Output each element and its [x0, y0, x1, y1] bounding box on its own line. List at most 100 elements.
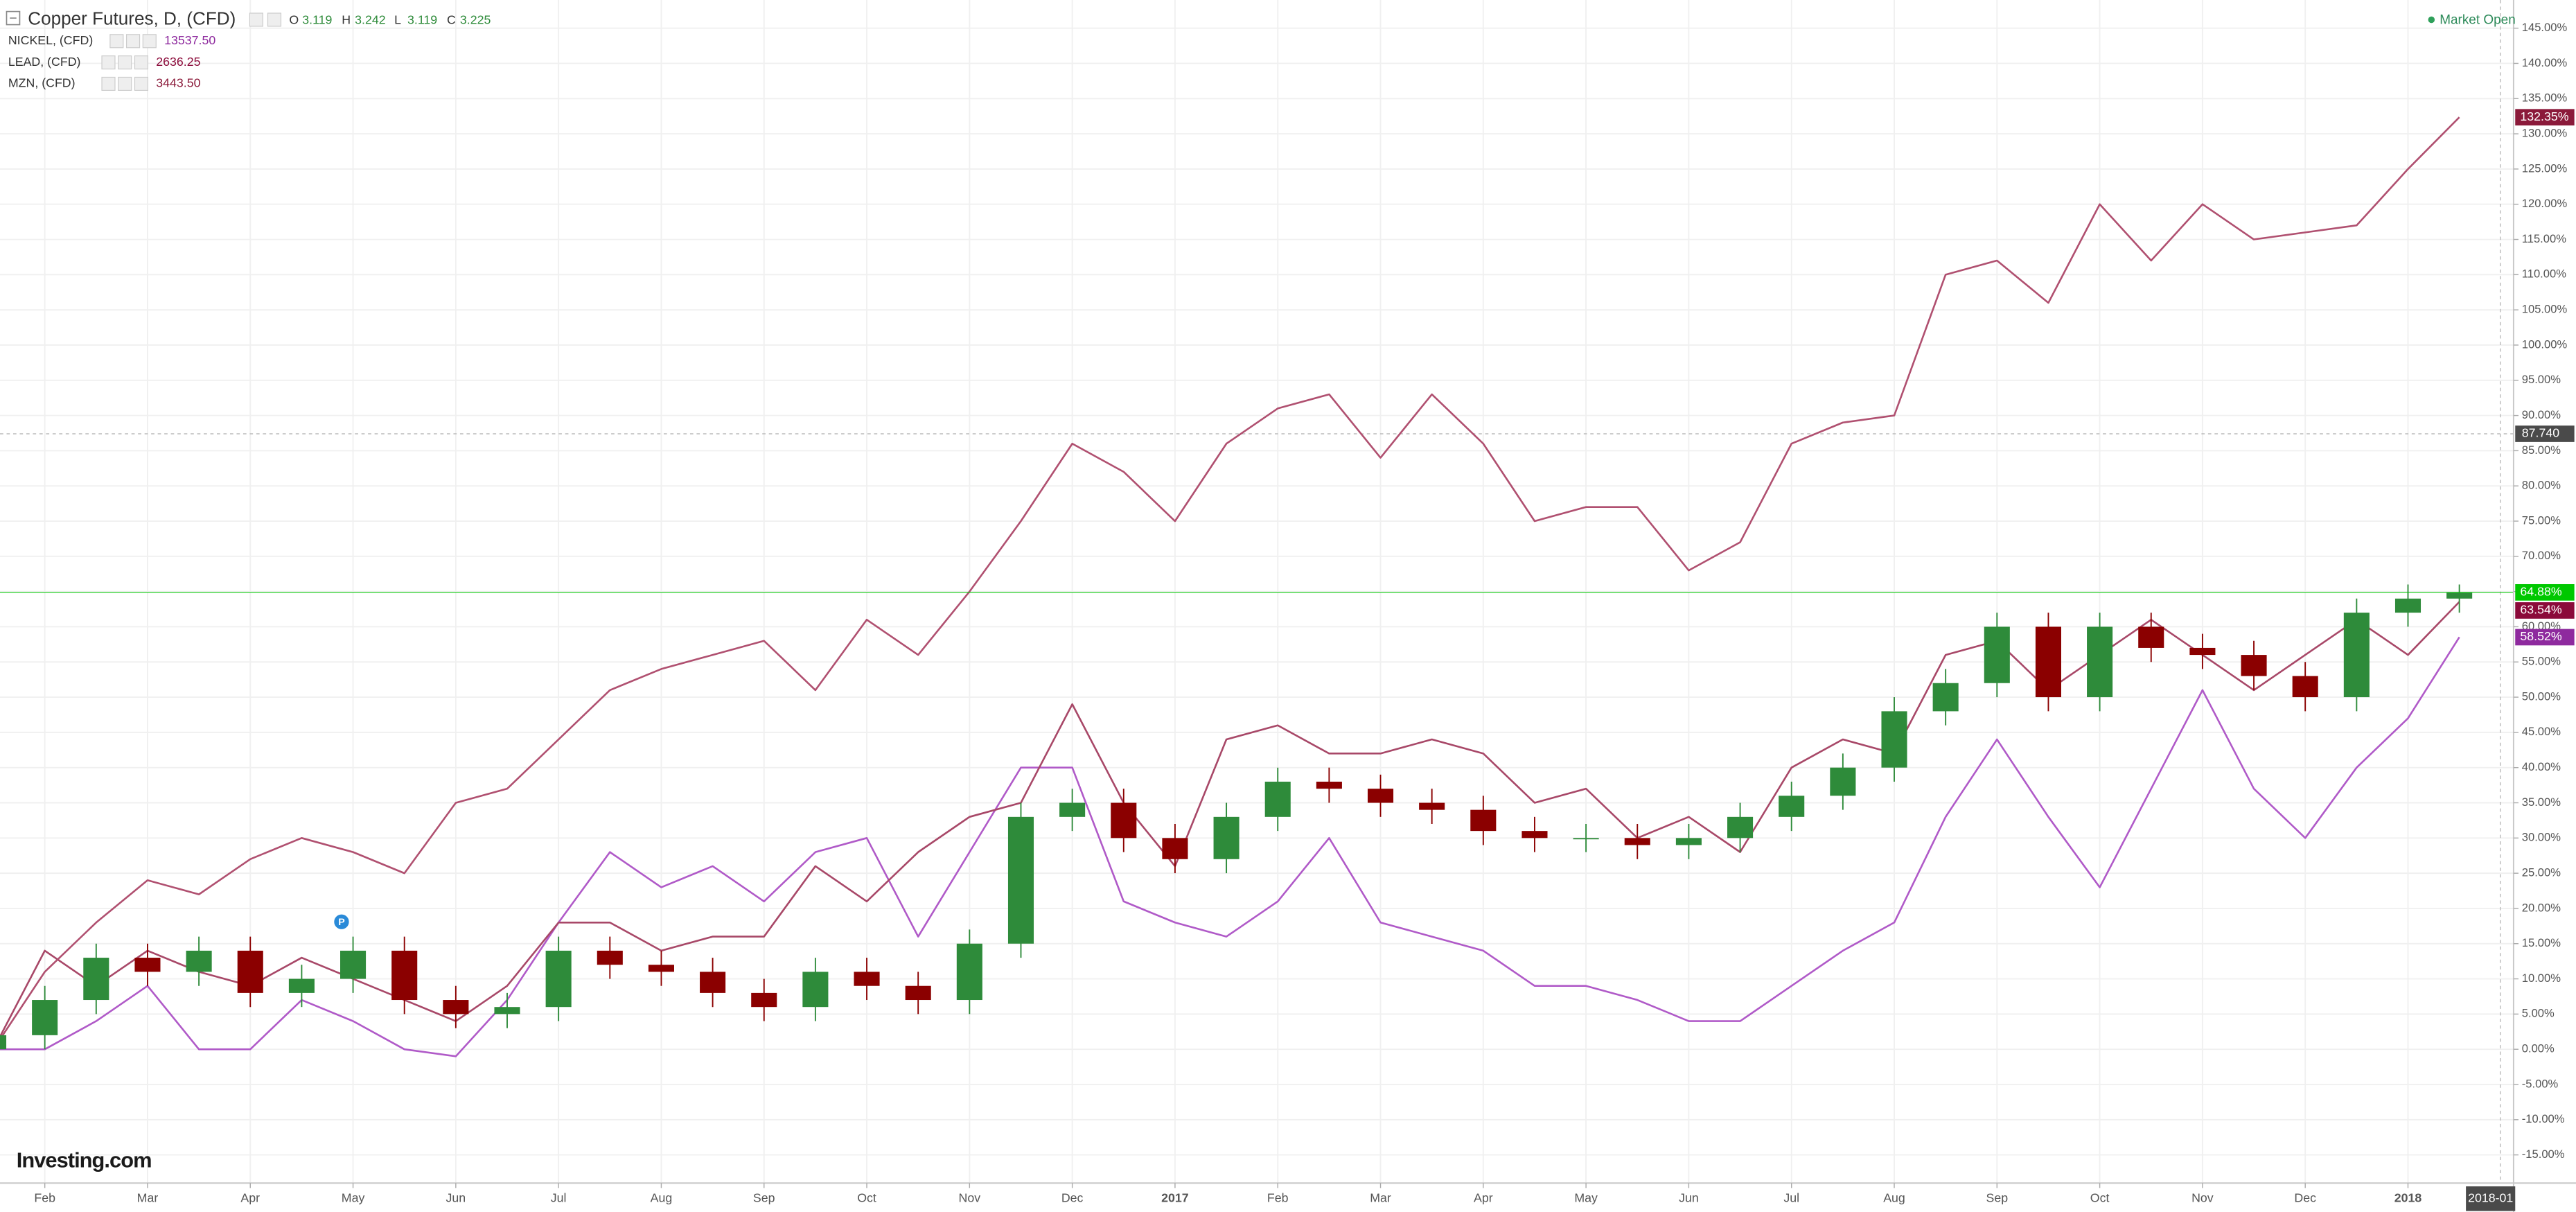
- crosshair-value: 87.740: [2522, 426, 2559, 440]
- legend-name: LEAD, (CFD): [8, 55, 81, 69]
- legend-icon[interactable]: [134, 76, 148, 91]
- x-tick-label: Aug: [651, 1191, 673, 1204]
- legend-icon[interactable]: [142, 34, 157, 49]
- candle-body: [83, 958, 109, 1001]
- candle-body: [2035, 626, 2061, 698]
- candle-body: [1162, 838, 1188, 859]
- x-tick-label: Apr: [1474, 1191, 1493, 1204]
- x-tick-label: May: [1574, 1191, 1598, 1204]
- candle-body: [1727, 816, 1754, 838]
- last-value-box: [2515, 583, 2575, 601]
- market-status: Market Open: [2440, 13, 2516, 28]
- y-tick-label: 110.00%: [2522, 267, 2566, 281]
- settings-icon[interactable]: [267, 12, 282, 27]
- legend-icon[interactable]: [101, 55, 116, 70]
- x-tick-label: Aug: [1883, 1191, 1905, 1204]
- ohlc-key: O: [289, 12, 299, 26]
- ohlc-value: 3.225: [460, 12, 491, 26]
- y-tick-label: -5.00%: [2522, 1077, 2559, 1090]
- candle-body: [32, 1000, 58, 1035]
- x-tick-label: Feb: [34, 1191, 55, 1204]
- legend-name: NICKEL, (CFD): [8, 33, 93, 47]
- legend-icon[interactable]: [101, 76, 116, 91]
- y-tick-label: 10.00%: [2522, 972, 2561, 985]
- y-tick-label: 95.00%: [2522, 373, 2561, 386]
- candle-body: [1213, 816, 1240, 859]
- candle-body: [2343, 613, 2370, 698]
- y-tick-label: 20.00%: [2522, 901, 2561, 914]
- legend-icon[interactable]: [109, 34, 124, 49]
- y-tick-label: 15.00%: [2522, 936, 2561, 949]
- y-tick-label: 40.00%: [2522, 760, 2561, 773]
- x-tick-label: Nov: [959, 1191, 981, 1204]
- x-tick-label: Jul: [551, 1191, 567, 1204]
- x-tick-label: Jul: [1783, 1191, 1799, 1204]
- candle-body: [545, 950, 572, 1008]
- y-tick-label: 120.00%: [2522, 197, 2568, 210]
- x-tick-label: Oct: [857, 1191, 876, 1204]
- ohlc-value: 3.119: [407, 12, 437, 26]
- candle-body: [0, 1035, 7, 1050]
- candle-body: [1264, 782, 1291, 817]
- y-tick-label: 0.00%: [2522, 1042, 2555, 1055]
- crosshair-date-box: [2466, 1186, 2516, 1211]
- y-tick-label: 105.00%: [2522, 303, 2568, 316]
- x-tick-label: Oct: [2090, 1191, 2110, 1204]
- candle-body: [1419, 802, 1445, 810]
- x-tick-label: Jun: [1679, 1191, 1699, 1204]
- y-tick-label: 5.00%: [2522, 1007, 2555, 1020]
- y-tick-label: 130.00%: [2522, 126, 2568, 139]
- candle-body: [905, 985, 931, 1001]
- x-tick-label: Dec: [2294, 1191, 2316, 1204]
- y-tick-label: 100.00%: [2522, 337, 2568, 351]
- legend-price: 13537.50: [164, 33, 215, 47]
- legend-icon[interactable]: [125, 34, 141, 49]
- series-line: [0, 636, 2460, 1057]
- x-tick-label: Dec: [1061, 1191, 1084, 1204]
- y-tick-label: 90.00%: [2522, 408, 2561, 421]
- legend-icon[interactable]: [134, 55, 148, 70]
- event-marker[interactable]: [334, 914, 349, 929]
- watermark: Investing.com: [17, 1148, 152, 1173]
- y-tick-label: 70.00%: [2522, 549, 2561, 562]
- ohlc-key: L: [394, 12, 401, 26]
- ohlc-key: H: [342, 12, 351, 26]
- candle-body: [288, 978, 315, 993]
- legend-icon[interactable]: [118, 76, 132, 91]
- collapse-icon[interactable]: [6, 10, 21, 26]
- settings-icon[interactable]: [249, 12, 263, 27]
- candle-body: [443, 1000, 469, 1015]
- candle-body: [2292, 676, 2318, 698]
- legend-icon[interactable]: [118, 55, 132, 70]
- candle-body: [186, 950, 212, 972]
- y-tick-label: 85.00%: [2522, 443, 2561, 457]
- y-tick-label: 55.00%: [2522, 655, 2561, 668]
- series-line: [0, 116, 2460, 1042]
- crosshair-value-box: [2515, 425, 2575, 442]
- axes: -15.00% -10.00% -5.00% 0.00% 5.00% 10.00% 15.0…: [34, 21, 2575, 1211]
- y-tick-label: 30.00%: [2522, 831, 2561, 844]
- candle-body: [1470, 809, 1497, 832]
- last-value-label: 64.88%: [2520, 585, 2561, 599]
- x-tick-label: Nov: [2191, 1191, 2214, 1204]
- y-tick-label: 145.00%: [2522, 21, 2568, 34]
- candle-body: [956, 943, 982, 1001]
- last-value-box: [2515, 602, 2575, 619]
- candle-body: [1521, 831, 1548, 838]
- candle-body: [854, 972, 880, 986]
- candle-body: [700, 972, 726, 993]
- last-value-box: [2515, 109, 2575, 126]
- legend-price: 3443.50: [156, 76, 200, 90]
- y-tick-label: 125.00%: [2522, 161, 2568, 175]
- last-value-box: [2515, 629, 2575, 646]
- legend: Copper Futures, D, (CFD) O 3.119 H 3.242 L 3.…: [6, 8, 491, 91]
- candle-body: [1932, 683, 1959, 712]
- candle-body: [751, 992, 777, 1008]
- y-tick-label: 25.00%: [2522, 866, 2561, 879]
- ohlc-value: 3.242: [355, 12, 385, 26]
- y-tick-label: 45.00%: [2522, 725, 2561, 738]
- status-dot: [2428, 16, 2435, 24]
- x-tick-label: Mar: [1370, 1191, 1391, 1204]
